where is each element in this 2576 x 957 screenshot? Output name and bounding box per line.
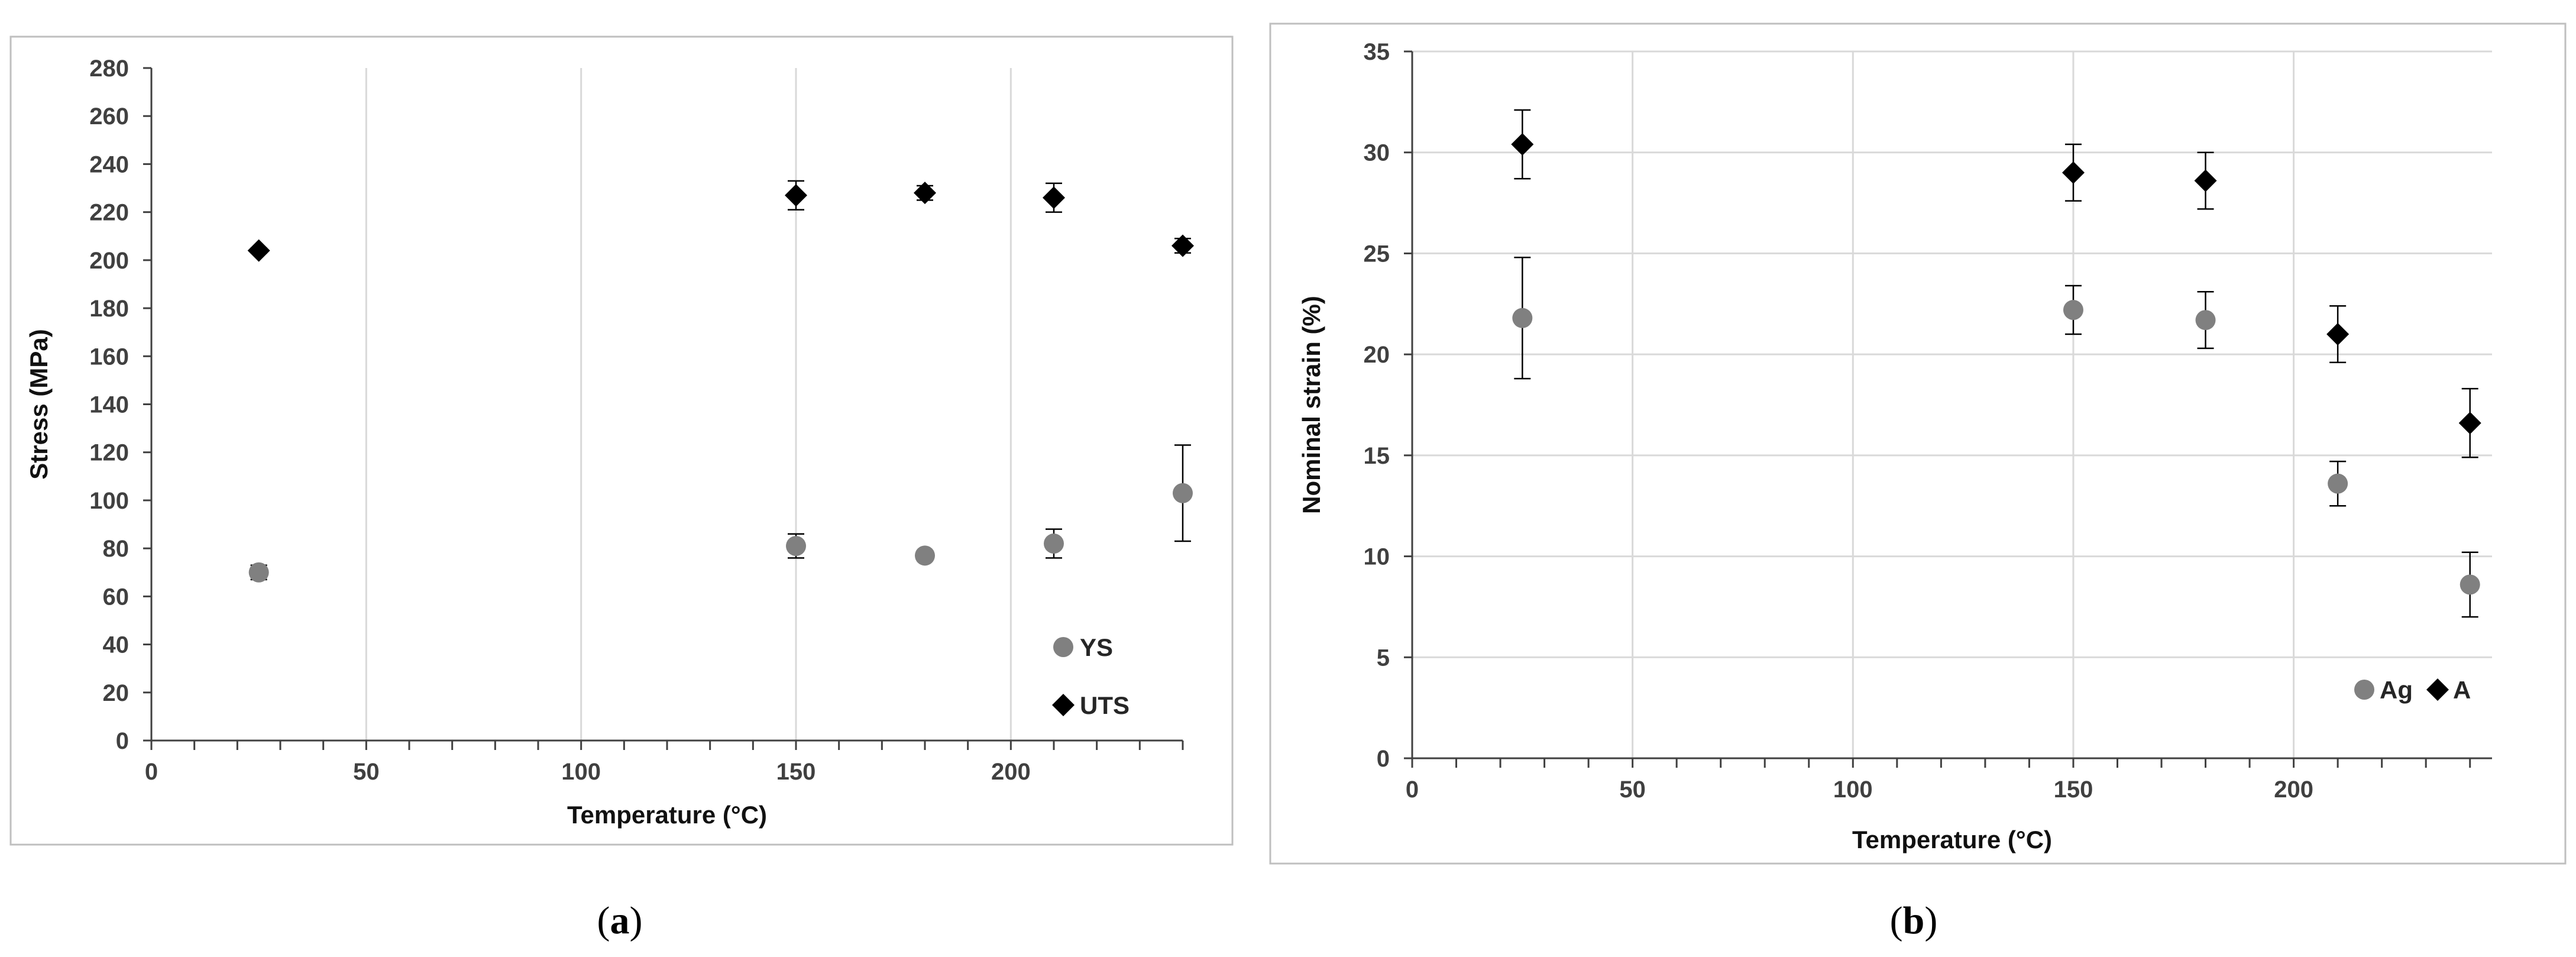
panel-a-y-tick-label: 20 bbox=[103, 680, 130, 706]
panel-b-x-tick-label: 100 bbox=[1833, 777, 1873, 803]
panel-a-y-axis-title: Stress (MPa) bbox=[25, 329, 53, 479]
panel-a-x-axis-title: Temperature (°C) bbox=[567, 801, 767, 829]
panel-a-x-tick-label: 200 bbox=[991, 759, 1031, 785]
panel-a-x-tick-label: 100 bbox=[561, 759, 601, 785]
panel-b-x-tick-label: 50 bbox=[1619, 777, 1646, 803]
panel-b-x-tick-label: 0 bbox=[1406, 777, 1419, 803]
panel-a-y-tick-label: 0 bbox=[116, 728, 129, 754]
panel-b-y-tick-label: 35 bbox=[1364, 39, 1390, 65]
panel-a-uts-point bbox=[1172, 234, 1194, 257]
panel-a-y-tick-label: 200 bbox=[89, 248, 129, 274]
panel-b-y-tick-label: 5 bbox=[1377, 645, 1390, 671]
panel-a-ys-point bbox=[915, 545, 935, 566]
panel-b-ag-point bbox=[2328, 473, 2348, 494]
panel-a-y-tick-label: 220 bbox=[89, 200, 129, 226]
panel-a-x-tick-label: 50 bbox=[353, 759, 380, 785]
panel-b-y-axis-title: Nominal strain (%) bbox=[1297, 296, 1325, 514]
panel-a-legend-uts-marker bbox=[1052, 694, 1075, 716]
panel-b-y-tick-label: 25 bbox=[1364, 241, 1390, 267]
panel-b-y-tick-label: 0 bbox=[1377, 746, 1390, 772]
panel-a-legend-uts-label: UTS bbox=[1080, 691, 1130, 719]
panel-a-y-tick-label: 120 bbox=[89, 440, 129, 466]
panel-a-legend-ys-marker bbox=[1053, 637, 1073, 657]
panel-a-uts-point bbox=[785, 184, 807, 207]
panel-a-x-tick-label: 150 bbox=[776, 759, 816, 785]
panel-b-chart: 0 50 100 150 200 0 5 10 15 20 25 30 35 Temperature (°… bbox=[1297, 39, 2492, 853]
panel-b-ag-point bbox=[2460, 574, 2480, 595]
panel-a-y-tick-label: 80 bbox=[103, 536, 130, 562]
panel-b-a-point bbox=[1511, 133, 1534, 156]
panel-b-y-tick-label: 15 bbox=[1364, 443, 1390, 469]
panel-a-y-tick-label: 160 bbox=[89, 344, 129, 370]
panel-b-a-point bbox=[2458, 412, 2481, 435]
panel-b-legend-a-label: A bbox=[2453, 676, 2471, 704]
panel-b-ag-point bbox=[2195, 310, 2216, 331]
panel-a-y-tick-label: 100 bbox=[89, 488, 129, 514]
panel-b-frame bbox=[1269, 22, 2567, 865]
panel-b-y-tick-label: 10 bbox=[1364, 544, 1390, 570]
panel-b-y-tick-label: 20 bbox=[1364, 342, 1390, 368]
panel-b-legend-ag-marker bbox=[2354, 680, 2374, 700]
panel-a-y-tick-label: 40 bbox=[103, 632, 130, 658]
panel-a-caption: (a) bbox=[597, 899, 643, 942]
panel-a-y-tick-label: 260 bbox=[89, 104, 129, 130]
panel-b-x-axis-title: Temperature (°C) bbox=[1852, 826, 2052, 853]
panel-b-legend-ag-label: Ag bbox=[2380, 676, 2413, 704]
panel-a-ys-point bbox=[786, 536, 806, 557]
panel-a-uts-point bbox=[914, 182, 936, 205]
panel-a-y-tick-label: 140 bbox=[89, 392, 129, 418]
panel-a-y-tick-label: 180 bbox=[89, 296, 129, 322]
panel-b-ag-point bbox=[2063, 300, 2083, 321]
panel-a-y-tick-label: 280 bbox=[89, 56, 129, 82]
panel-a-y-tick-label: 60 bbox=[103, 584, 130, 610]
panel-b-x-tick-label: 200 bbox=[2274, 777, 2313, 803]
panel-a-uts-point bbox=[1043, 186, 1065, 209]
panel-b-y-tick-label: 30 bbox=[1364, 140, 1390, 166]
panel-b-legend-a-marker bbox=[2426, 678, 2449, 701]
panel-a-ys-point bbox=[248, 562, 269, 583]
panel-a-ys-point bbox=[1173, 483, 1193, 503]
panel-a-uts-point bbox=[247, 239, 270, 262]
panel-b-x-tick-label: 150 bbox=[2054, 777, 2093, 803]
panel-a-legend-ys-label: YS bbox=[1080, 633, 1113, 661]
panel-b-caption: (b) bbox=[1890, 899, 1938, 942]
panel-a-chart: 0 50 100 150 200 0 20 40 60 80 100 120 140 160 180 200 2… bbox=[25, 56, 1194, 829]
panel-b-ag-point bbox=[1512, 308, 1533, 328]
panel-a-x-tick-label: 0 bbox=[145, 759, 158, 785]
panel-a-frame bbox=[9, 35, 1234, 846]
panel-b-a-point bbox=[2326, 323, 2350, 345]
panel-a-ys-point bbox=[1044, 534, 1064, 554]
panel-b-a-point bbox=[2194, 169, 2217, 192]
panel-a-y-tick-label: 240 bbox=[89, 151, 129, 177]
panel-b-a-point bbox=[2062, 161, 2085, 184]
